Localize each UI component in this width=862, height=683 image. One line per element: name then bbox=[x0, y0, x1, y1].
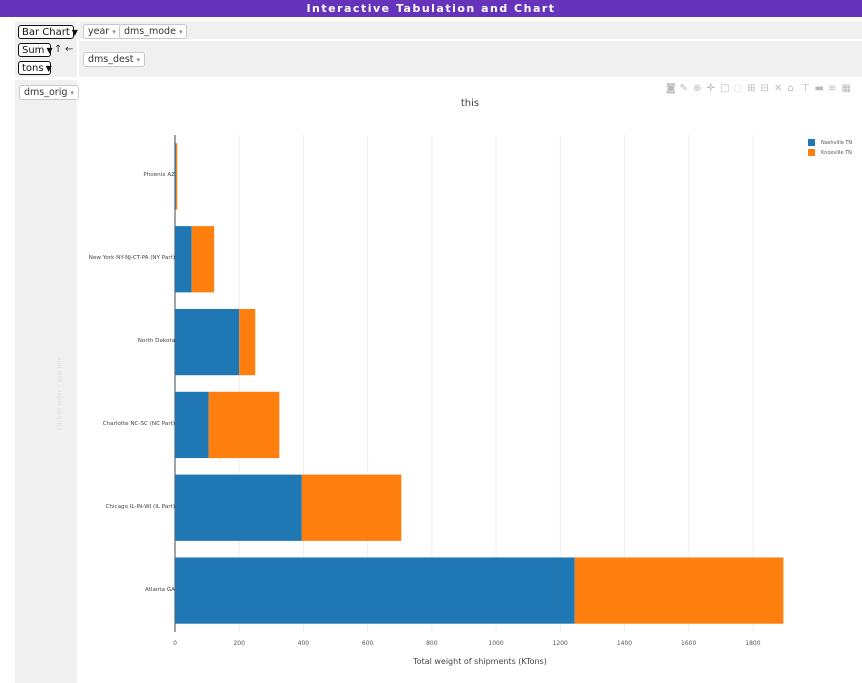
bar-segment[interactable] bbox=[239, 308, 256, 376]
renderer-select-value: Bar Chart bbox=[22, 27, 70, 38]
attr-pill-label: year bbox=[88, 26, 110, 37]
category-label: Atlanta GA bbox=[144, 586, 175, 593]
renderer-select[interactable]: Bar Chart ▼ bbox=[18, 25, 78, 39]
triangle-down-icon[interactable]: ▾ bbox=[136, 56, 141, 64]
x-axis-label[interactable]: Total weight of shipments (KTons) bbox=[413, 657, 547, 666]
bar-segment[interactable] bbox=[191, 226, 215, 293]
attr-pill-dms-mode[interactable]: dms_mode ▾ bbox=[119, 24, 188, 39]
category-label: North Dakota bbox=[137, 338, 175, 345]
column-axis-area bbox=[79, 41, 862, 77]
x-tick-label: 1200 bbox=[552, 640, 568, 647]
plotly-logo-icon[interactable]: ▦ bbox=[841, 83, 851, 94]
x-tick-label: 400 bbox=[297, 640, 310, 647]
legend-label[interactable]: Knoxville TN bbox=[821, 150, 852, 156]
spike-icon[interactable]: ⊤ bbox=[801, 83, 810, 94]
x-tick-label: 1600 bbox=[681, 640, 697, 647]
x-tick-label: 0 bbox=[173, 640, 177, 647]
triangle-down-icon[interactable]: ▾ bbox=[70, 89, 74, 97]
zoom-out-icon[interactable]: ⊟ bbox=[760, 83, 769, 94]
lasso-icon[interactable]: ◌ bbox=[733, 83, 743, 94]
col-order-arrow[interactable]: ← bbox=[65, 44, 74, 55]
legend-swatch[interactable] bbox=[808, 149, 815, 156]
attr-pill-label: dms_dest bbox=[88, 54, 134, 65]
bar-segment[interactable] bbox=[301, 474, 402, 541]
bar-segment[interactable] bbox=[175, 557, 575, 624]
zoom-in-icon[interactable]: ⊞ bbox=[747, 83, 756, 94]
chevron-down-icon: ▼ bbox=[45, 64, 52, 73]
bar-segment[interactable] bbox=[208, 391, 280, 459]
row-order-arrow[interactable]: ↑ bbox=[54, 44, 63, 55]
attr-pill-label: dms_mode bbox=[124, 26, 176, 37]
x-tick-label: 800 bbox=[426, 640, 438, 647]
hover-compare-icon[interactable]: ≡ bbox=[828, 83, 837, 94]
bar-segment[interactable] bbox=[175, 474, 302, 541]
triangle-down-icon[interactable]: ▾ bbox=[112, 28, 116, 36]
bar-segment[interactable] bbox=[175, 143, 176, 210]
triangle-down-icon[interactable]: ▾ bbox=[178, 28, 183, 36]
bar-segment[interactable] bbox=[175, 226, 192, 293]
category-label: New York NY-NJ-CT-PA (NY Part) bbox=[88, 255, 175, 262]
bar-segment[interactable] bbox=[574, 557, 784, 624]
x-tick-label: 1400 bbox=[616, 640, 633, 647]
chevron-down-icon: ▼ bbox=[46, 46, 53, 55]
autoscale-icon[interactable]: ✕ bbox=[774, 83, 783, 94]
zoom-icon[interactable]: ⊕ bbox=[693, 83, 702, 94]
attr-pill-label: dms_orig bbox=[24, 87, 68, 98]
reset-axes-icon[interactable]: ⌂ bbox=[787, 83, 794, 94]
category-label: Chicago IL-IN-WI (IL Part) bbox=[105, 503, 175, 510]
bar-segment[interactable] bbox=[175, 308, 240, 376]
category-label: Charlotte NC-SC (NC Part) bbox=[102, 420, 175, 427]
app-title: Interactive Tabulation and Chart bbox=[306, 2, 556, 15]
category-label: Phoenix AZ bbox=[143, 172, 175, 179]
legend-label[interactable]: Nashville TN bbox=[821, 140, 853, 146]
chevron-down-icon: ▼ bbox=[71, 28, 78, 37]
value-select[interactable]: tons ▼ bbox=[18, 61, 52, 75]
pencil-icon[interactable]: ✎ bbox=[679, 83, 688, 94]
app-title-bar: Interactive Tabulation and Chart bbox=[0, 0, 862, 17]
aggregator-select-value: Sum bbox=[22, 45, 45, 56]
x-tick-label: 1000 bbox=[488, 640, 504, 647]
bar-segment[interactable] bbox=[175, 391, 209, 459]
box-select-icon[interactable]: □ bbox=[720, 83, 730, 94]
hover-closest-icon[interactable]: ▬ bbox=[814, 83, 824, 94]
aggregator-select[interactable]: Sum ▼ bbox=[18, 43, 53, 57]
pan-icon[interactable]: ✛ bbox=[706, 83, 715, 94]
camera-icon[interactable]: ◙ bbox=[666, 83, 676, 94]
legend-swatch[interactable] bbox=[808, 139, 815, 146]
x-tick-label: 600 bbox=[361, 640, 374, 647]
chart-title: this bbox=[460, 98, 480, 109]
x-tick-label: 200 bbox=[233, 640, 245, 647]
attr-pill-dms-dest[interactable]: dms_dest ▾ bbox=[83, 52, 146, 67]
attr-pill-dms-orig[interactable]: dms_orig ▾ bbox=[19, 85, 79, 100]
row-axis-area bbox=[15, 80, 77, 683]
bar-segment[interactable] bbox=[175, 143, 178, 210]
y-axis-label[interactable]: Click to enter Y axis title bbox=[56, 356, 64, 431]
value-select-value: tons bbox=[22, 63, 44, 74]
column-attributes-area bbox=[79, 21, 862, 39]
x-tick-label: 1800 bbox=[745, 640, 761, 647]
